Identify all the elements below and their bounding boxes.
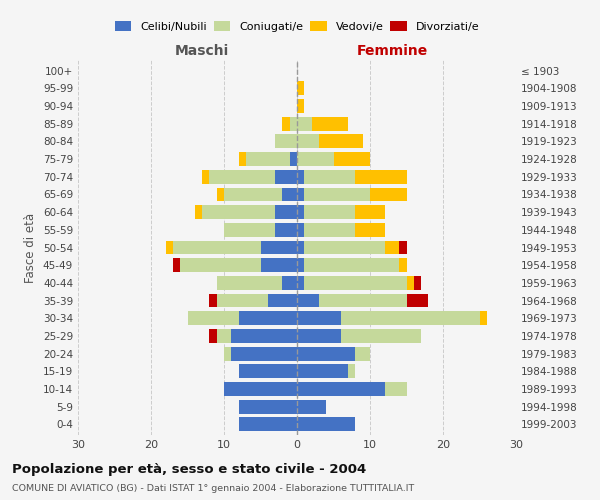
Bar: [385, 382, 407, 396]
Bar: [275, 205, 297, 219]
Bar: [297, 294, 319, 308]
Bar: [217, 276, 283, 290]
Bar: [290, 117, 297, 130]
Bar: [173, 240, 260, 254]
Bar: [348, 364, 355, 378]
Bar: [209, 294, 217, 308]
Bar: [283, 117, 290, 130]
Bar: [297, 117, 311, 130]
Bar: [304, 276, 407, 290]
Bar: [297, 240, 304, 254]
Bar: [260, 258, 297, 272]
Bar: [283, 188, 297, 202]
Bar: [385, 240, 399, 254]
Bar: [232, 329, 297, 343]
Bar: [275, 170, 297, 183]
Bar: [304, 258, 399, 272]
Bar: [297, 188, 304, 202]
Bar: [304, 170, 355, 183]
Bar: [224, 382, 297, 396]
Bar: [195, 205, 202, 219]
Bar: [341, 329, 421, 343]
Bar: [224, 346, 232, 360]
Bar: [297, 99, 304, 113]
Bar: [311, 117, 348, 130]
Text: Femmine: Femmine: [356, 44, 428, 58]
Bar: [173, 258, 180, 272]
Bar: [239, 400, 297, 413]
Bar: [355, 205, 385, 219]
Bar: [297, 170, 304, 183]
Bar: [399, 258, 407, 272]
Text: Popolazione per età, sesso e stato civile - 2004: Popolazione per età, sesso e stato civil…: [12, 462, 366, 475]
Bar: [297, 205, 304, 219]
Bar: [297, 418, 355, 432]
Bar: [297, 134, 319, 148]
Bar: [217, 329, 232, 343]
Bar: [304, 205, 355, 219]
Bar: [217, 188, 224, 202]
Bar: [304, 188, 370, 202]
Bar: [297, 329, 341, 343]
Bar: [239, 364, 297, 378]
Bar: [297, 346, 355, 360]
Bar: [341, 312, 479, 325]
Bar: [414, 276, 421, 290]
Bar: [290, 152, 297, 166]
Bar: [479, 312, 487, 325]
Bar: [209, 170, 275, 183]
Bar: [355, 170, 407, 183]
Bar: [297, 382, 385, 396]
Bar: [319, 134, 362, 148]
Bar: [275, 223, 297, 236]
Bar: [224, 188, 283, 202]
Bar: [304, 223, 355, 236]
Text: COMUNE DI AVIATICO (BG) - Dati ISTAT 1° gennaio 2004 - Elaborazione TUTTITALIA.I: COMUNE DI AVIATICO (BG) - Dati ISTAT 1° …: [12, 484, 414, 493]
Bar: [370, 188, 407, 202]
Y-axis label: Anni di nascita: Anni di nascita: [597, 204, 600, 291]
Bar: [407, 276, 414, 290]
Bar: [217, 294, 268, 308]
Bar: [355, 346, 370, 360]
Bar: [297, 223, 304, 236]
Bar: [246, 152, 290, 166]
Bar: [297, 364, 348, 378]
Bar: [319, 294, 407, 308]
Bar: [297, 258, 304, 272]
Bar: [239, 152, 246, 166]
Bar: [187, 312, 239, 325]
Y-axis label: Fasce di età: Fasce di età: [25, 212, 37, 282]
Bar: [239, 312, 297, 325]
Bar: [297, 276, 304, 290]
Bar: [275, 134, 297, 148]
Bar: [283, 276, 297, 290]
Bar: [202, 170, 209, 183]
Bar: [166, 240, 173, 254]
Bar: [355, 223, 385, 236]
Bar: [180, 258, 260, 272]
Text: Maschi: Maschi: [175, 44, 229, 58]
Bar: [297, 312, 341, 325]
Bar: [232, 346, 297, 360]
Bar: [399, 240, 407, 254]
Bar: [224, 223, 275, 236]
Bar: [202, 205, 275, 219]
Bar: [209, 329, 217, 343]
Bar: [297, 82, 304, 95]
Bar: [297, 400, 326, 413]
Bar: [239, 418, 297, 432]
Bar: [334, 152, 370, 166]
Bar: [268, 294, 297, 308]
Bar: [297, 152, 334, 166]
Legend: Celibi/Nubili, Coniugati/e, Vedovi/e, Divorziati/e: Celibi/Nubili, Coniugati/e, Vedovi/e, Di…: [110, 17, 484, 36]
Bar: [304, 240, 385, 254]
Bar: [407, 294, 428, 308]
Bar: [260, 240, 297, 254]
